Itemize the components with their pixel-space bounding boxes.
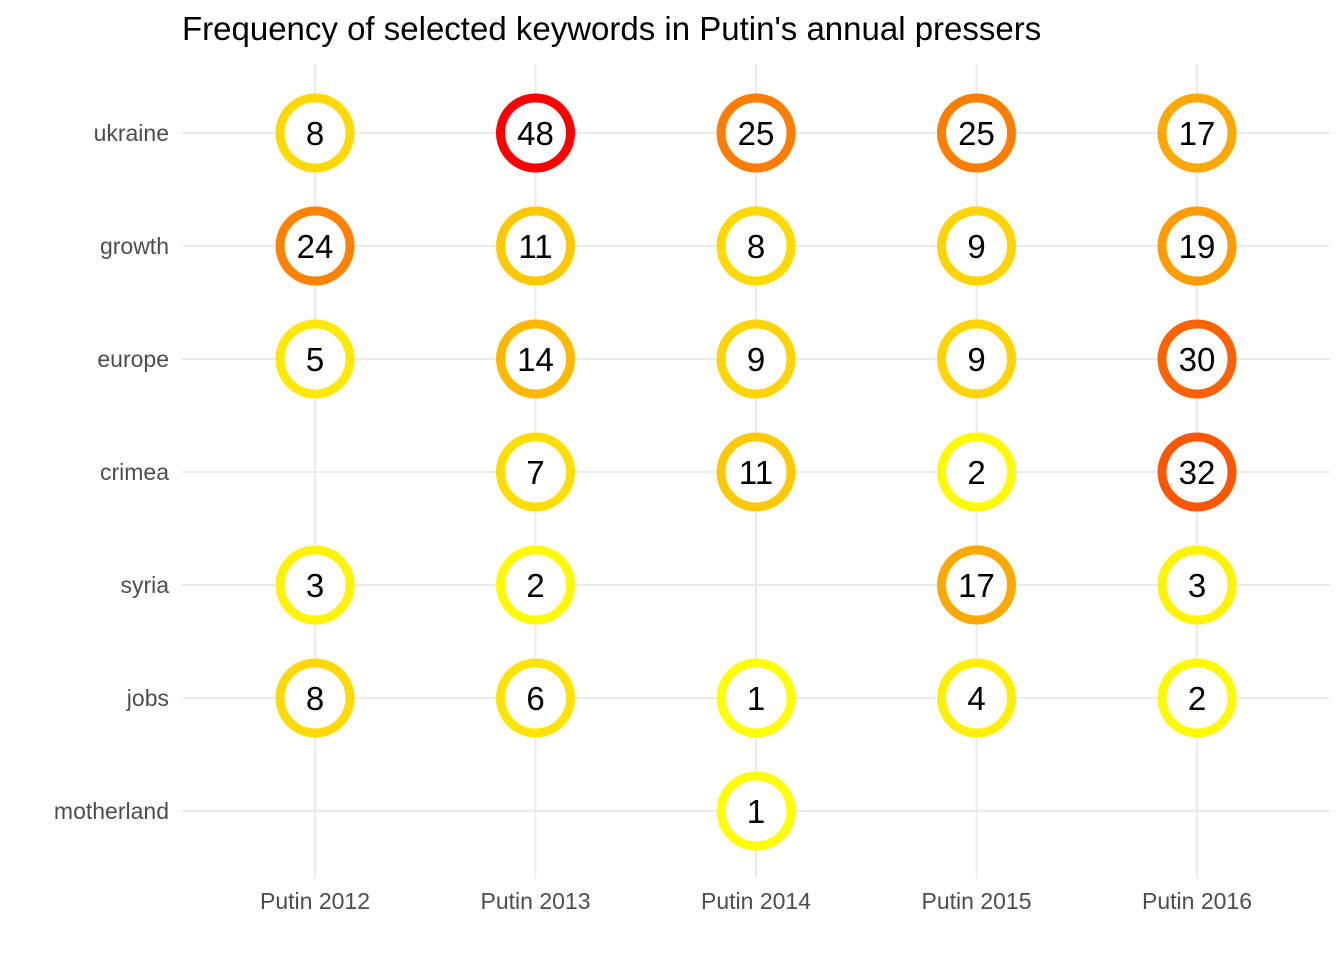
data-label-syria-putin-2015: 17	[958, 567, 995, 604]
data-label-syria-putin-2016: 3	[1188, 567, 1206, 604]
data-label-europe-putin-2012: 5	[306, 341, 324, 378]
data-label-jobs-putin-2016: 2	[1188, 680, 1206, 717]
data-label-ukraine-putin-2014: 25	[738, 115, 775, 152]
data-point-ring-motherland-putin-2014	[716, 771, 796, 851]
data-label-syria-putin-2012: 3	[306, 567, 324, 604]
data-label-crimea-putin-2016: 32	[1179, 454, 1216, 491]
data-label-ukraine-putin-2013: 48	[517, 115, 554, 152]
data-point-ring-europe-putin-2015	[937, 319, 1016, 399]
data-label-europe-putin-2016: 30	[1179, 341, 1216, 378]
y-tick-label-growth: growth	[100, 233, 169, 259]
x-tick-label-putin-2013: Putin 2013	[481, 888, 591, 914]
data-point-ring-crimea-putin-2013	[496, 432, 575, 512]
x-tick-label-putin-2015: Putin 2015	[922, 888, 1032, 914]
y-tick-label-europe: europe	[97, 346, 169, 372]
data-label-growth-putin-2013: 11	[518, 228, 552, 265]
data-point-ring-europe-putin-2013	[496, 319, 575, 399]
data-point-ring-crimea-putin-2015	[937, 432, 1016, 512]
y-tick-label-motherland: motherland	[54, 798, 169, 824]
data-label-ukraine-putin-2015: 25	[958, 115, 995, 152]
data-point-ring-ukraine-putin-2012	[275, 93, 355, 173]
data-point-ring-jobs-putin-2013	[496, 658, 575, 738]
data-label-jobs-putin-2014: 1	[747, 680, 765, 717]
data-point-ring-jobs-putin-2015	[937, 658, 1016, 738]
y-tick-label-crimea: crimea	[100, 459, 169, 485]
data-label-syria-putin-2013: 2	[526, 567, 544, 604]
y-tick-label-syria: syria	[120, 572, 169, 598]
x-tick-label-putin-2014: Putin 2014	[701, 888, 811, 914]
data-label-motherland-putin-2014: 1	[747, 793, 765, 830]
data-point-ring-europe-putin-2016	[1157, 319, 1237, 399]
data-label-europe-putin-2014: 9	[747, 341, 765, 378]
data-point-ring-growth-putin-2015	[937, 206, 1016, 286]
x-tick-label-putin-2016: Putin 2016	[1142, 888, 1252, 914]
data-point-ring-jobs-putin-2014	[716, 658, 796, 738]
chart-title: Frequency of selected keywords in Putin'…	[182, 10, 1042, 47]
data-point-ring-ukraine-putin-2015	[937, 93, 1016, 173]
data-point-ring-jobs-putin-2016	[1157, 658, 1237, 738]
data-label-europe-putin-2013: 14	[517, 341, 554, 378]
data-label-jobs-putin-2015: 4	[967, 680, 985, 717]
y-tick-label-ukraine: ukraine	[94, 120, 169, 146]
data-point-ring-syria-putin-2016	[1157, 545, 1237, 625]
data-point-ring-crimea-putin-2014	[716, 432, 796, 512]
data-label-ukraine-putin-2012: 8	[306, 115, 324, 152]
data-point-ring-europe-putin-2014	[716, 319, 796, 399]
data-point-ring-ukraine-putin-2014	[716, 93, 796, 173]
data-point-ring-syria-putin-2015	[937, 545, 1016, 625]
data-label-growth-putin-2015: 9	[967, 228, 985, 265]
data-point-ring-ukraine-putin-2013	[496, 93, 575, 173]
data-point-ring-crimea-putin-2016	[1157, 432, 1237, 512]
data-label-crimea-putin-2015: 2	[967, 454, 985, 491]
data-point-ring-growth-putin-2013	[496, 206, 575, 286]
data-label-jobs-putin-2012: 8	[306, 680, 324, 717]
data-label-growth-putin-2016: 19	[1179, 228, 1216, 265]
data-label-growth-putin-2014: 8	[747, 228, 765, 265]
y-tick-label-jobs: jobs	[126, 685, 169, 711]
data-label-jobs-putin-2013: 6	[526, 680, 544, 717]
data-label-crimea-putin-2014: 11	[739, 454, 773, 491]
data-label-growth-putin-2012: 24	[297, 228, 334, 265]
data-point-ring-ukraine-putin-2016	[1157, 93, 1237, 173]
data-label-europe-putin-2015: 9	[967, 341, 985, 378]
data-point-ring-growth-putin-2012	[275, 206, 355, 286]
data-point-ring-syria-putin-2012	[275, 545, 355, 625]
data-point-ring-growth-putin-2016	[1157, 206, 1237, 286]
data-point-ring-europe-putin-2012	[275, 319, 355, 399]
data-label-crimea-putin-2013: 7	[526, 454, 544, 491]
data-point-ring-growth-putin-2014	[716, 206, 796, 286]
data-point-ring-syria-putin-2013	[496, 545, 575, 625]
data-label-ukraine-putin-2016: 17	[1179, 115, 1216, 152]
x-tick-label-putin-2012: Putin 2012	[260, 888, 370, 914]
data-point-ring-jobs-putin-2012	[275, 658, 355, 738]
